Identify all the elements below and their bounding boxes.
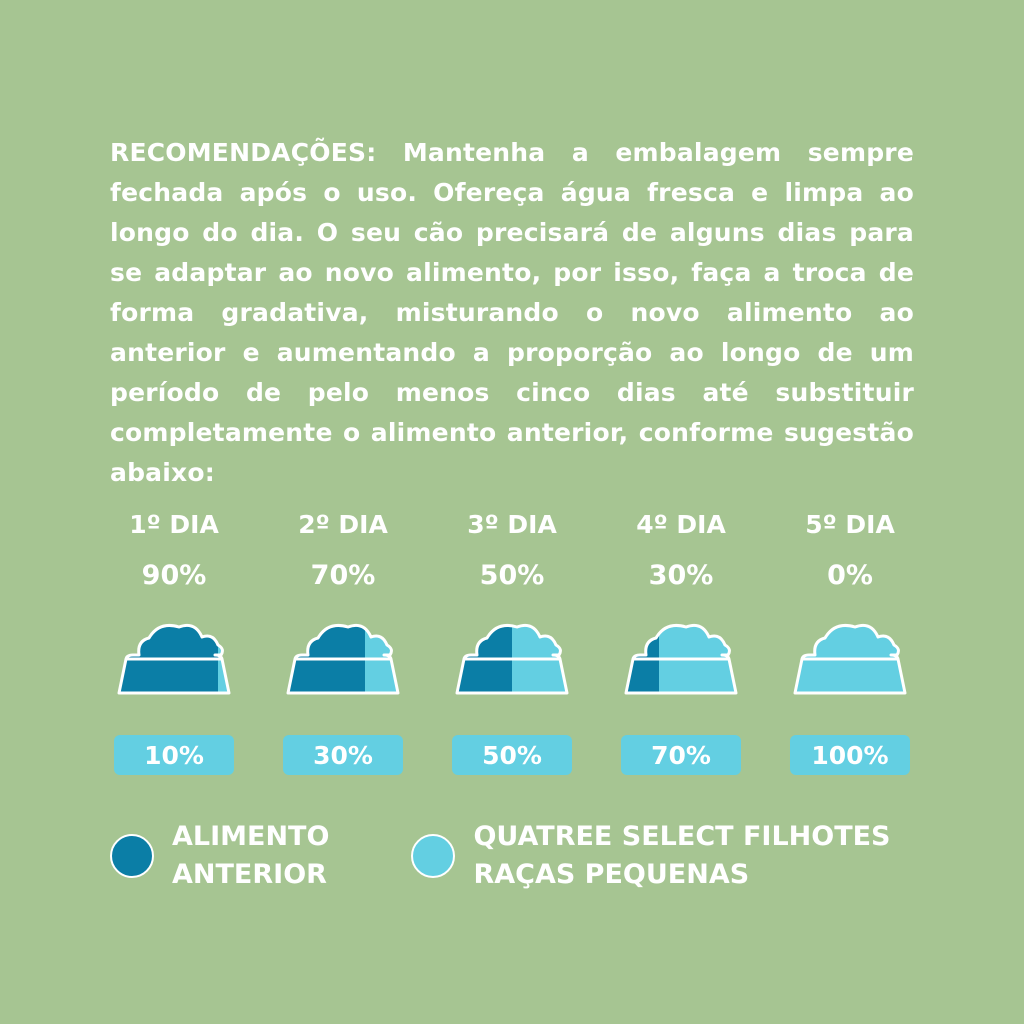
- legend-label-new-food: QUATREE SELECT FILHOTES RAÇAS PEQUENAS: [473, 821, 891, 890]
- new-food-percent-badge: 50%: [452, 735, 572, 775]
- bowl-outline: [624, 623, 738, 695]
- old-food-percent: 0%: [827, 560, 873, 591]
- food-bowl-icon: [117, 623, 231, 695]
- day-4-column: 4º DIA 30% 70%: [599, 505, 763, 775]
- bowl-outline: [286, 623, 400, 695]
- bowl-outline: [117, 623, 231, 695]
- legend-label-old-food: ALIMENTO ANTERIOR: [172, 821, 330, 890]
- old-food-swatch-icon: [110, 834, 154, 878]
- bowl-outline: [455, 623, 569, 695]
- legend: ALIMENTO ANTERIOR QUATREE SELECT FILHOTE…: [110, 818, 940, 894]
- legend-item-new-food: QUATREE SELECT FILHOTES RAÇAS PEQUENAS: [411, 818, 891, 894]
- new-food-percent-badge: 30%: [283, 735, 403, 775]
- old-food-percent: 50%: [479, 560, 545, 591]
- day-2-column: 2º DIA 70% 30%: [261, 505, 425, 775]
- transition-schedule: 1º DIA 90% 10% 2º DIA 70% 30% 3º DIA 50%…: [92, 505, 932, 775]
- new-food-percent-badge: 100%: [790, 735, 910, 775]
- old-food-portion: [785, 615, 795, 705]
- new-food-percent-badge: 70%: [621, 735, 741, 775]
- old-food-percent: 90%: [141, 560, 207, 591]
- day-1-column: 1º DIA 90% 10%: [92, 505, 256, 775]
- day-label: 1º DIA: [129, 510, 219, 539]
- food-bowl-icon: [785, 615, 907, 705]
- day-label: 2º DIA: [298, 510, 388, 539]
- day-label: 3º DIA: [467, 510, 557, 539]
- day-5-column: 5º DIA 0% 100%: [768, 505, 932, 775]
- food-bowl-icon: [624, 623, 738, 695]
- day-3-column: 3º DIA 50% 50%: [430, 505, 594, 775]
- new-food-swatch-icon: [411, 834, 456, 878]
- new-food-percent-badge: 10%: [114, 735, 234, 775]
- food-bowl-icon: [286, 623, 400, 695]
- day-label: 4º DIA: [636, 510, 726, 539]
- day-label: 5º DIA: [805, 510, 895, 539]
- food-bowl-icon: [455, 623, 569, 695]
- bowl-outline: [793, 623, 907, 695]
- recommendations-text: RECOMENDAÇÕES: Mantenha a embalagem semp…: [110, 138, 914, 487]
- old-food-percent: 70%: [310, 560, 376, 591]
- old-food-percent: 30%: [648, 560, 714, 591]
- legend-item-old-food: ALIMENTO ANTERIOR: [110, 818, 329, 894]
